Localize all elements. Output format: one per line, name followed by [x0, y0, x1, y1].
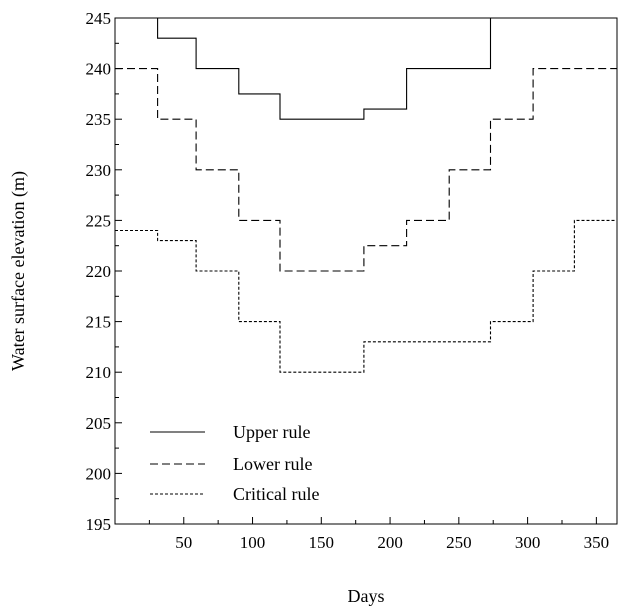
- x-tick-label: 300: [515, 533, 541, 552]
- y-tick-label: 205: [86, 414, 112, 433]
- y-tick-label: 235: [86, 110, 112, 129]
- legend: Upper rule Lower rule Critical rule: [150, 422, 319, 504]
- y-axis-title: Water surface elevation (m): [8, 171, 29, 371]
- y-tick-label: 200: [86, 464, 112, 483]
- series-line-upper-rule: [115, 17, 617, 120]
- legend-label: Lower rule: [233, 454, 312, 474]
- legend-label: Upper rule: [233, 422, 310, 442]
- x-tick-label: 350: [584, 533, 610, 552]
- series-line-lower-rule: [115, 68, 617, 272]
- plot-frame: [114, 17, 618, 525]
- legend-label: Critical rule: [233, 484, 319, 504]
- x-tick-label: 250: [446, 533, 472, 552]
- x-tick-label: 200: [377, 533, 403, 552]
- axes: 195 200 205 210 215 220 225 230 235 240 245 50 100 15…: [86, 9, 618, 552]
- x-tick-label: 100: [240, 533, 266, 552]
- x-tick-label: 150: [309, 533, 335, 552]
- y-tick-label: 240: [86, 60, 112, 79]
- y-tick-label: 225: [86, 211, 112, 230]
- y-tick-label: 230: [86, 161, 112, 180]
- series-layer: [115, 17, 617, 373]
- y-tick-label: 220: [86, 262, 112, 281]
- y-tick-label: 215: [86, 313, 112, 332]
- y-tick-label: 195: [86, 515, 112, 534]
- series-line-critical-rule: [115, 219, 617, 373]
- y-tick-label: 245: [86, 9, 112, 28]
- x-tick-label: 50: [175, 533, 192, 552]
- x-axis-title: Days: [348, 586, 385, 606]
- y-tick-label: 210: [86, 363, 112, 382]
